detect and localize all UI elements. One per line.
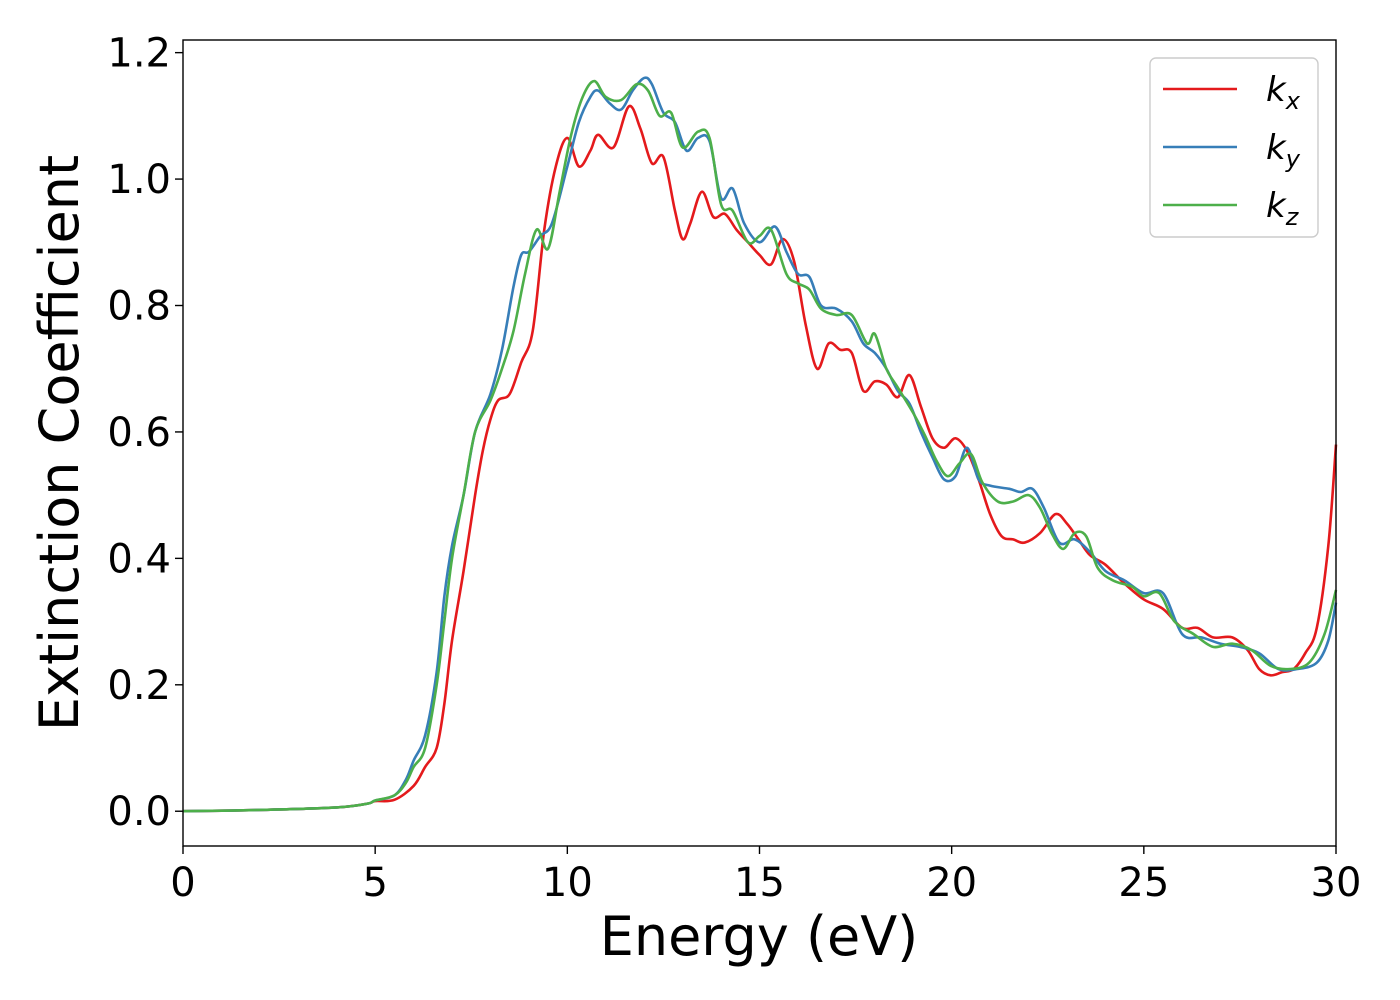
x-tick-label: 0 [170,860,195,906]
x-tick-label: 5 [362,860,387,906]
y-tick-label: 0.0 [107,789,171,835]
y-tick-label: 0.8 [107,284,171,330]
x-tick-label: 30 [1311,860,1362,906]
y-tick-label: 0.2 [107,663,171,709]
y-tick-label: 0.4 [107,536,171,582]
plot-area [183,40,1336,846]
x-tick-label: 20 [926,860,977,906]
x-tick-label: 25 [1118,860,1169,906]
legend-label-kz: kz [1266,186,1300,231]
y-tick-label: 0.6 [107,410,171,456]
y-axis-label: Extinction Coefficient [28,155,91,731]
y-axis-ticks: 0.0 0.2 0.4 0.6 0.8 1.0 1.2 [107,31,183,835]
x-tick-label: 15 [734,860,785,906]
legend: kx ky kz [1149,57,1319,238]
y-tick-label: 1.2 [107,31,171,77]
series-lines [182,76,1338,813]
series-line-kz [182,79,1338,813]
legend-label-kx: kx [1266,70,1301,115]
y-tick-label: 1.0 [107,157,171,203]
x-axis-ticks: 0 5 10 15 20 25 30 [170,846,1361,906]
legend-label-ky: ky [1266,128,1301,173]
x-axis-label: Energy (eV) [600,905,919,968]
x-tick-label: 10 [542,860,593,906]
series-line-kx [182,104,1338,813]
